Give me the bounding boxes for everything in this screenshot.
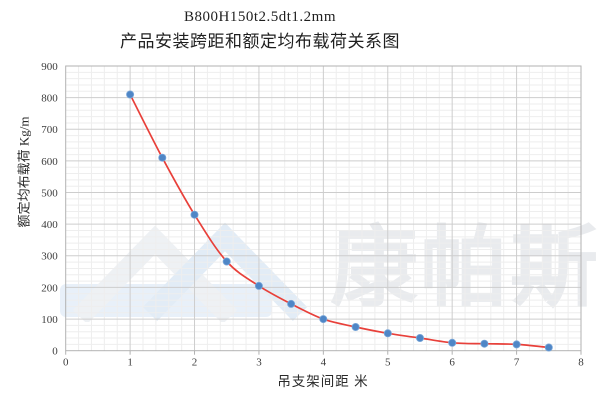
data-point: [512, 340, 521, 349]
x-tick-label: 2: [192, 357, 198, 369]
gridlines-major: [65, 66, 581, 351]
y-tick-label: 0: [52, 346, 58, 358]
chart-subtitle: 产品安装跨距和额定均布载荷关系图: [120, 32, 400, 51]
data-point: [158, 153, 167, 162]
data-point: [319, 315, 328, 324]
y-tick-label: 700: [41, 124, 58, 136]
y-tick-label: 800: [41, 92, 58, 104]
y-tick-label: 300: [41, 251, 58, 263]
y-tick-label: 200: [41, 282, 58, 294]
x-tick-label: 4: [321, 357, 327, 369]
y-tick-label: 100: [41, 314, 58, 326]
data-point: [480, 339, 489, 348]
data-point: [544, 343, 553, 352]
x-tick-label: 6: [449, 357, 455, 369]
x-axis-title: 吊支架间距 米: [277, 374, 369, 389]
data-point: [351, 322, 360, 331]
x-tick-labels: 0 1 2 3 4 5 6 7 8: [63, 357, 584, 369]
data-point: [254, 281, 263, 290]
data-point: [287, 299, 296, 308]
y-axis-title: 额定均布载荷 Kg/m: [16, 116, 32, 228]
y-tick-label: 900: [41, 61, 58, 73]
x-tick-marks: [65, 350, 582, 355]
x-tick-label: 7: [514, 357, 520, 369]
data-point: [415, 333, 424, 342]
trendline: [129, 93, 550, 349]
x-tick-label: 0: [63, 357, 69, 369]
y-tick-label: 400: [41, 219, 58, 231]
chart-title: B800H150t2.5dt1.2mm: [183, 9, 337, 25]
data-point: [190, 210, 199, 219]
x-tick-label: 1: [127, 357, 133, 369]
y-tick-label: 600: [41, 156, 58, 168]
x-tick-label: 3: [256, 357, 262, 369]
x-tick-label: 5: [385, 357, 391, 369]
x-tick-label: 8: [578, 357, 584, 369]
data-point: [222, 257, 231, 266]
data-points: [126, 90, 553, 352]
data-point: [448, 338, 457, 347]
data-point: [383, 329, 392, 338]
y-tick-label: 500: [41, 187, 58, 199]
data-point: [126, 90, 135, 99]
y-tick-labels: 0 100 200 300 400 500 600 700 800 900: [41, 61, 58, 358]
